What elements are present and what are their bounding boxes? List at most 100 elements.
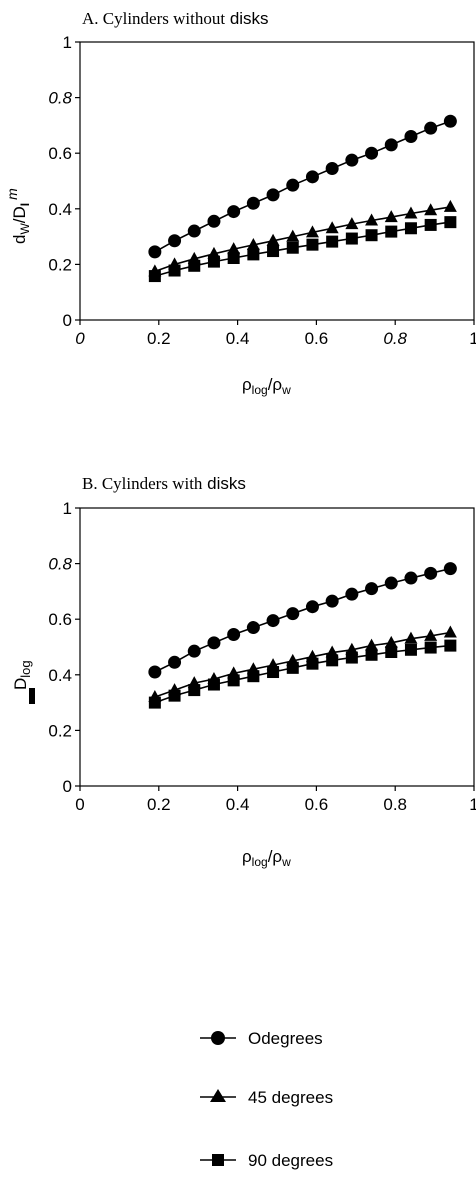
chart-a-point-triangle (384, 210, 398, 223)
chart-a-y-tick-label: 1 (63, 33, 72, 52)
chart-a-point-square (267, 245, 280, 258)
chart-a-point-square (326, 235, 339, 248)
chart-b-y-tick-label: 0.6 (48, 610, 72, 629)
chart-a-y-tick-label: 0 (63, 311, 72, 330)
chart-a-point-circle (404, 130, 418, 144)
chart-a-plot-frame (79, 41, 475, 321)
chart-b-point-circle (424, 566, 438, 580)
legend-triangle-marker (210, 1089, 226, 1102)
chart-b-ylabel-bar (29, 688, 35, 704)
chart-a-point-square (306, 238, 319, 251)
chart-b-point-triangle (384, 635, 398, 648)
legend-item-90deg: 90 degrees (200, 1151, 333, 1170)
chart-a-y-ticks: 0 0.2 0.4 0.6 0.8 1 (48, 33, 80, 330)
chart-b-point-circle (384, 576, 398, 590)
chart-a-xlabel-sub-log: log (252, 383, 268, 397)
chart-a-point-circle (305, 170, 319, 184)
chart-a-point-triangle (424, 203, 438, 216)
chart-a: A. Cylinders without disks 0 0.2 0.4 0.6 0.8… (4, 9, 476, 397)
legend-square-marker (212, 1154, 224, 1166)
chart-a-point-square (404, 222, 417, 235)
chart-b-xlabel: ρlog/ρw (242, 847, 291, 869)
chart-a-point-circle (207, 214, 221, 228)
chart-a-point-circle (424, 121, 438, 135)
chart-b-xlabel-slash-rho: /ρ (268, 847, 282, 866)
chart-b-point-circle (148, 665, 162, 679)
legend: Odegrees 45 degrees 90 degrees (200, 1029, 333, 1170)
chart-b-point-circle (266, 614, 280, 628)
chart-a-point-circle (227, 205, 241, 219)
chart-a-point-circle (148, 245, 162, 259)
chart-a-ylabel-sub-i: I (18, 203, 32, 206)
chart-b-point-triangle (424, 628, 438, 641)
chart-b-title-part2: with (168, 474, 203, 493)
legend-item-45deg: 45 degrees (200, 1088, 333, 1107)
chart-a-ylabel-sub-m: m (4, 188, 20, 200)
chart-b-y-tick-label: 0.4 (48, 666, 72, 685)
chart-b-y-tick-label: 0.2 (48, 721, 72, 740)
legend-label-0deg: Odegrees (248, 1029, 323, 1048)
chart-b-point-square (168, 689, 181, 702)
legend-label-45deg: 45 degrees (248, 1088, 333, 1107)
chart-b-point-square (227, 674, 240, 687)
chart-a-x-tick-label: 0.2 (147, 329, 171, 348)
chart-b-x-tick-label: 0.4 (226, 795, 250, 814)
chart-b-x-tick-label: 0.8 (383, 795, 407, 814)
chart-b-xlabel-sub-log: log (252, 855, 268, 869)
chart-a-point-square (148, 270, 161, 283)
chart-a-point-circle (266, 188, 280, 202)
chart-a-ylabel-sub-w: W (18, 223, 32, 235)
chart-b-x-tick-label: 0 (75, 795, 84, 814)
chart-b-y-tick-label: 0 (63, 777, 72, 796)
chart-a-title-part2: without (169, 9, 225, 28)
chart-b-series-line-triangle (154, 631, 451, 698)
chart-a-point-square (365, 229, 378, 242)
chart-a-point-circle (168, 234, 182, 248)
chart-a-x-tick-label: 0.6 (305, 329, 329, 348)
chart-a-point-square (168, 264, 181, 277)
chart-a-xlabel-rho: ρ (242, 375, 252, 394)
chart-a-x-tick-label: 0.4 (226, 329, 250, 348)
chart-a-point-triangle (443, 199, 457, 212)
chart-a-title-part1: A. Cylinders (82, 9, 169, 28)
chart-a-point-square (424, 218, 437, 231)
chart-a-point-circle (384, 138, 398, 152)
chart-b-point-square (247, 670, 260, 683)
chart-a-y-tick-label: 0.6 (48, 144, 72, 163)
chart-b-point-circle (443, 562, 457, 576)
chart-a-point-circle (345, 153, 359, 167)
chart-a-point-triangle (404, 206, 418, 219)
chart-a-ylabel-slash-d: /D (10, 206, 29, 223)
chart-b-point-square (207, 678, 220, 691)
chart-b-series-line-circle (154, 567, 451, 673)
chart-b-point-circle (365, 582, 379, 596)
chart-b-point-square (267, 666, 280, 679)
chart-b-x-tick-label: 1 (469, 795, 476, 814)
chart-b-point-triangle (365, 638, 379, 651)
chart-a-point-triangle (246, 237, 260, 250)
chart-b-point-circle (286, 607, 300, 621)
chart-b-point-circle (168, 655, 182, 669)
chart-a-point-triangle (365, 213, 379, 226)
chart-a-ylabel: dW/DIm (4, 188, 32, 244)
chart-b-point-circle (246, 621, 260, 635)
chart-a-point-circle (365, 146, 379, 160)
chart-a-point-triangle (286, 229, 300, 242)
chart-b-point-circle (227, 627, 241, 641)
chart-a-point-square (207, 255, 220, 268)
chart-b-x-tick-label: 0.6 (305, 795, 329, 814)
chart-a-point-circle (187, 224, 201, 238)
chart-a-x-tick-label: 0.8 (383, 329, 407, 348)
chart-b-y-tick-label: 0.8 (48, 555, 72, 574)
chart-b-point-square (306, 657, 319, 670)
chart-b-series (148, 562, 457, 709)
chart-b-y-tick-label: 1 (63, 499, 72, 518)
legend-circle-marker (211, 1031, 225, 1045)
chart-b-xlabel-sub-w: w (281, 855, 291, 869)
chart-b-ylabel-sub-log: log (18, 660, 33, 677)
chart-b-point-triangle (443, 625, 457, 638)
legend-label-90deg: 90 degrees (248, 1151, 333, 1170)
chart-b-point-square (444, 639, 457, 652)
chart-b-xlabel-rho: ρ (242, 847, 252, 866)
chart-b-point-circle (305, 600, 319, 614)
